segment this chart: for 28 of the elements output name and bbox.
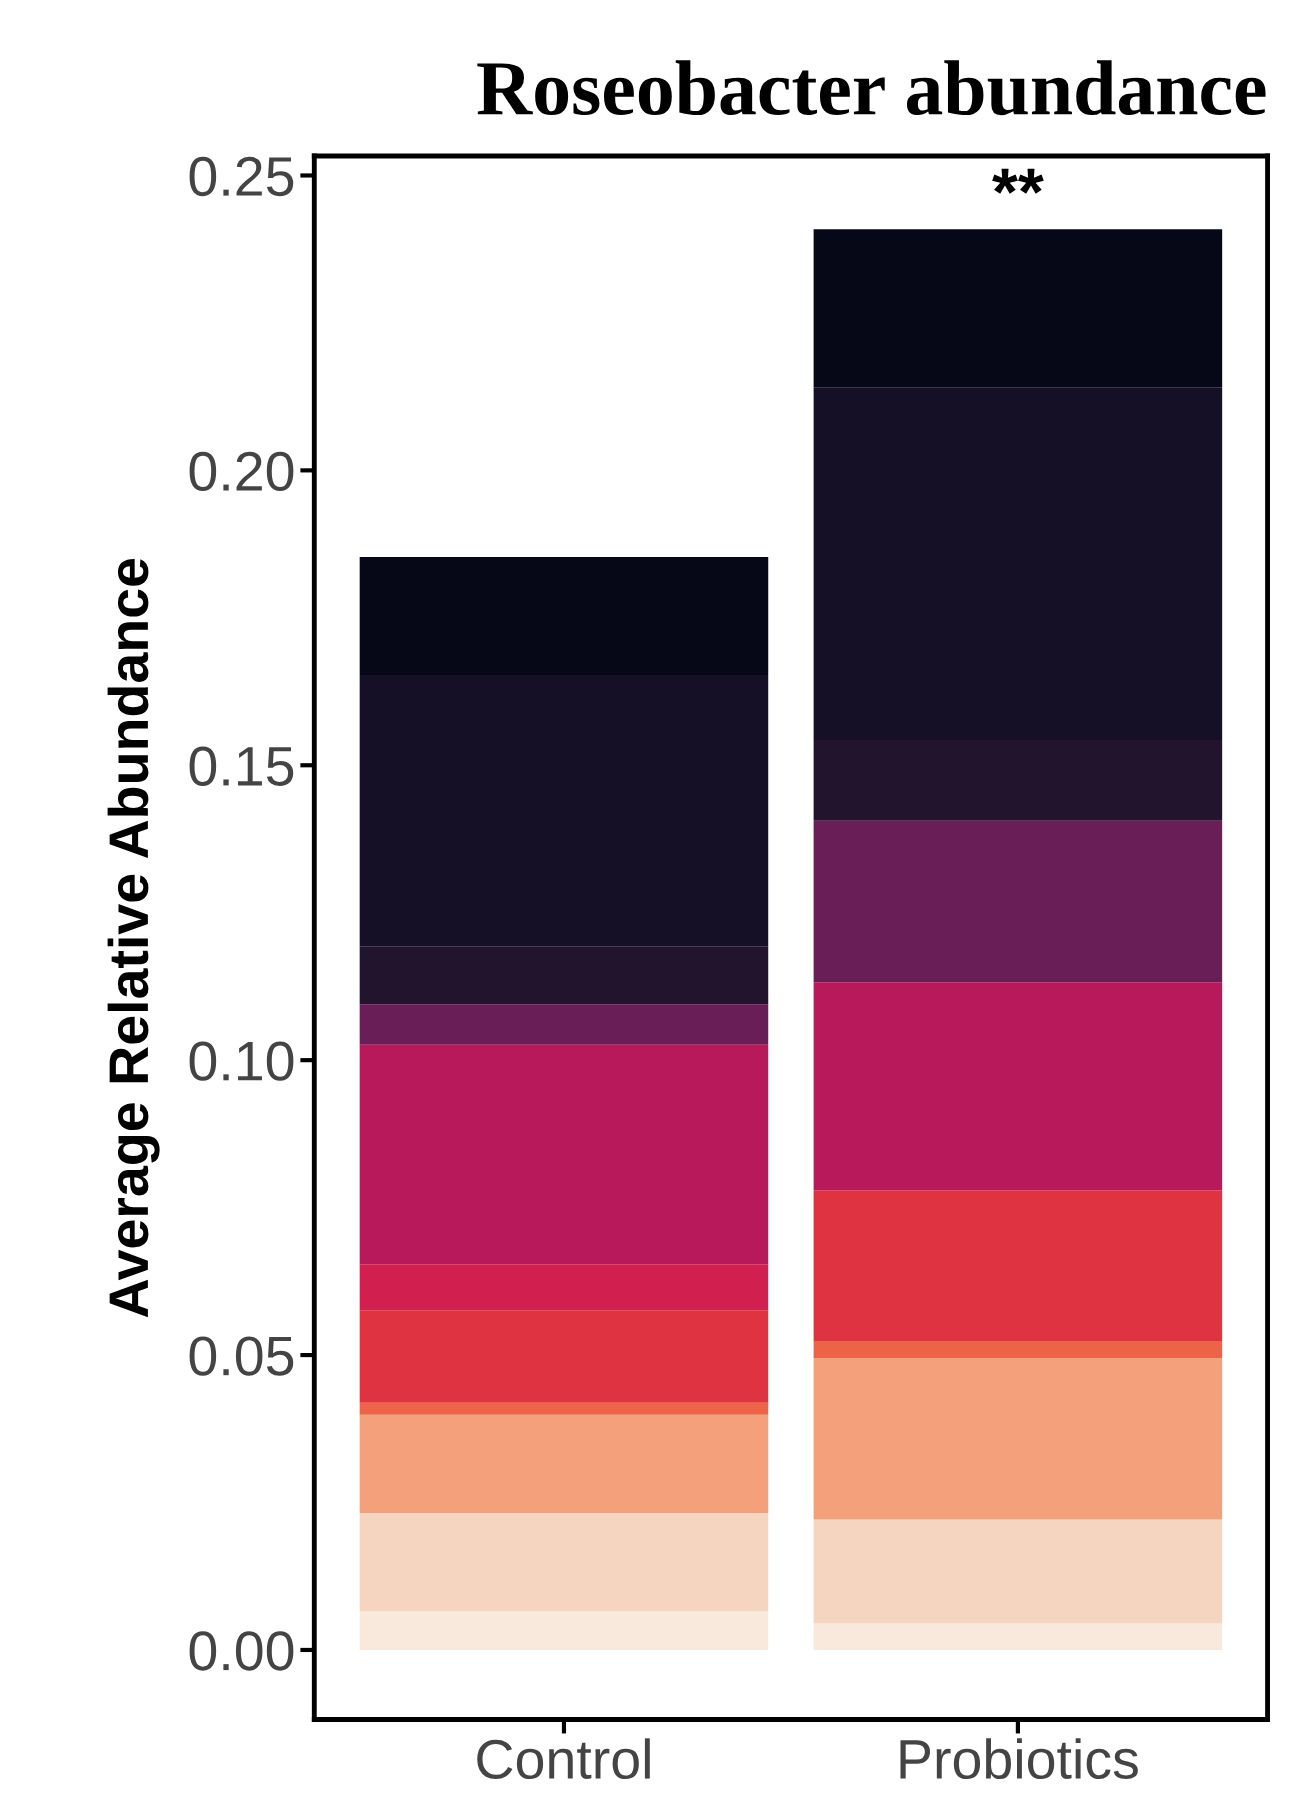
y-tick-label: 0.15 (189, 746, 294, 786)
y-tick-label: 0.20 (189, 451, 294, 492)
y-axis-title: Average Relative Abundance (107, 558, 160, 1318)
annotation: ** (992, 168, 1044, 194)
bar (359, 557, 769, 676)
chart-title: Roseobacter abundance (477, 60, 1266, 116)
bar (359, 1004, 769, 1045)
bar (359, 1310, 769, 1403)
bar (813, 229, 1223, 388)
bar (813, 1190, 1223, 1341)
bar (359, 1414, 769, 1514)
y-tick-label: 0.05 (189, 1336, 294, 1376)
bar (359, 1611, 769, 1650)
bar (359, 1513, 769, 1612)
y-tick-label: 0.10 (189, 1041, 294, 1081)
bar (359, 1044, 769, 1265)
bar (813, 982, 1223, 1191)
bar (813, 1340, 1223, 1359)
x-tick-label: Probiotics (900, 1738, 1138, 1780)
bar (813, 1358, 1223, 1520)
bar (813, 820, 1223, 983)
y-tick-label: 0.00 (189, 1631, 294, 1671)
bar (813, 1519, 1223, 1624)
bar (359, 1402, 769, 1415)
bar (813, 1623, 1223, 1650)
x-tick-label: Control (477, 1738, 650, 1780)
bar (359, 1264, 769, 1311)
y-tick-label: 0.25 (189, 156, 294, 197)
